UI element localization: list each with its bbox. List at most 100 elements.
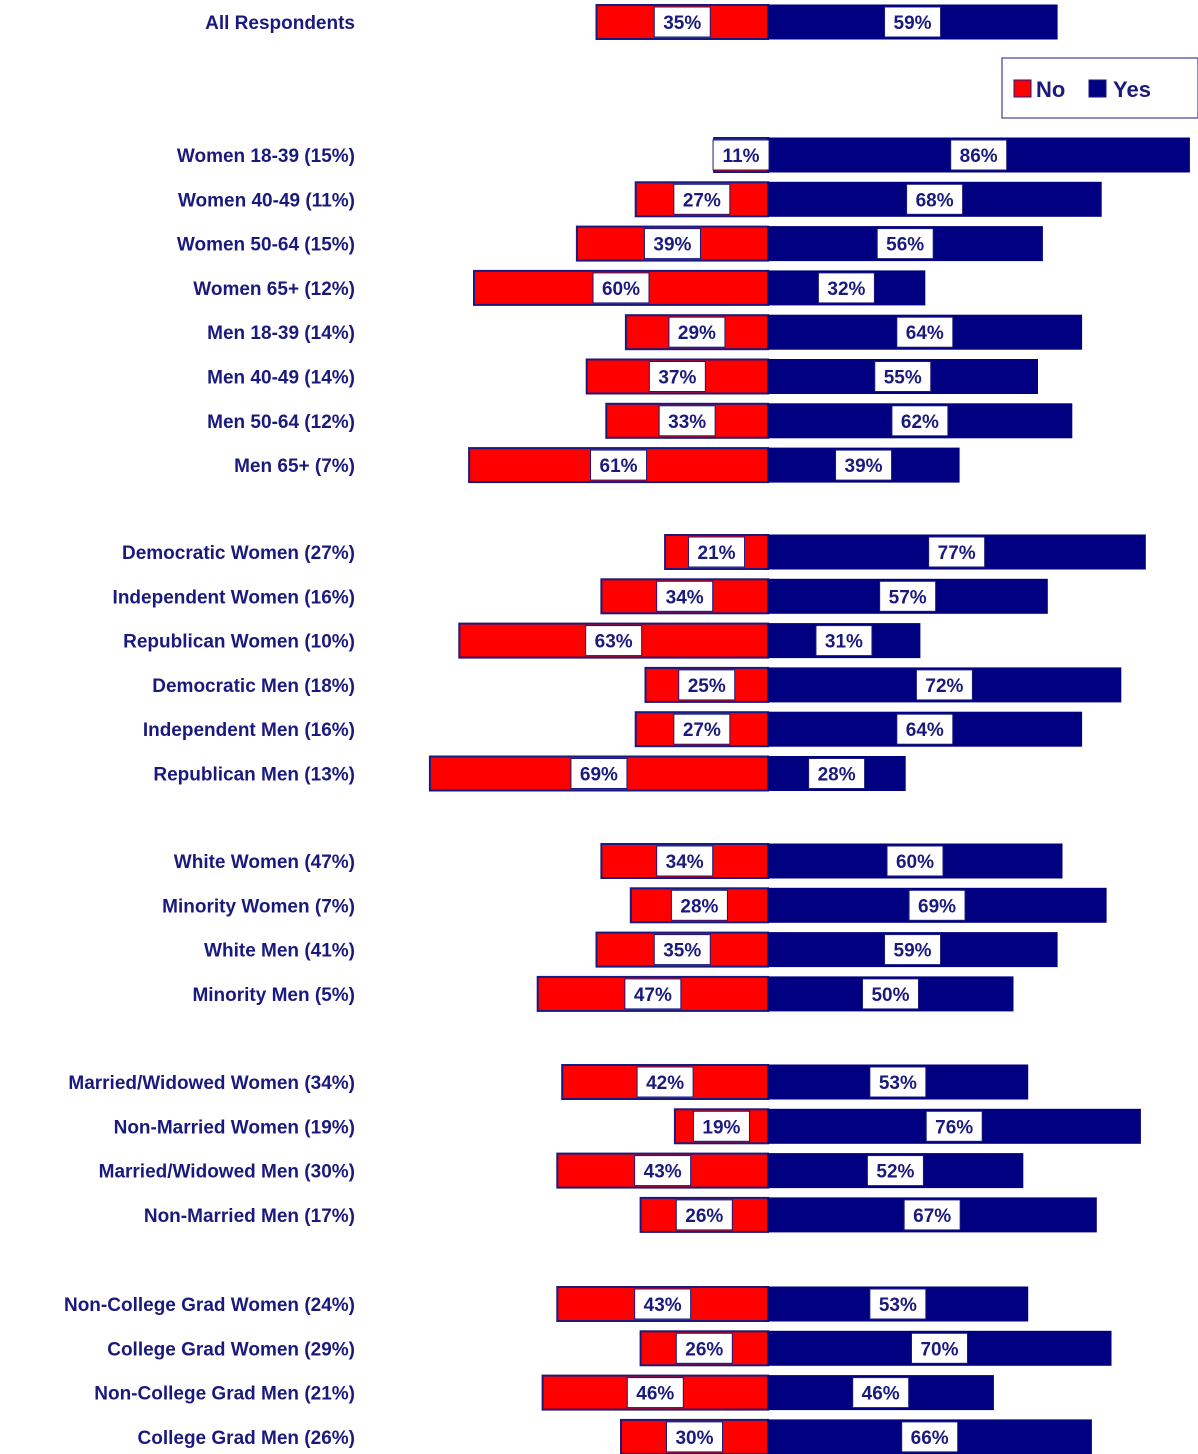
category-label: Democratic Men (18%) — [152, 676, 355, 697]
no-value-label-box: 27% — [673, 183, 731, 215]
no-value-label-box: 60% — [592, 272, 650, 304]
yes-value-label-bg — [950, 139, 1008, 171]
no-value-label: 43% — [644, 1295, 682, 1316]
no-value-label: 33% — [668, 412, 706, 433]
yes-value-label-box: 66% — [901, 1421, 959, 1453]
category-label: College Grad Men (26%) — [138, 1428, 356, 1449]
no-value-label: 63% — [595, 632, 633, 653]
yes-value-label-box: 28% — [808, 758, 866, 789]
yes-value-label-box: 69% — [908, 889, 966, 921]
yes-value-label-box: 60% — [886, 845, 944, 877]
bar-row: Women 50-64 (15%) 39% 56% — [177, 225, 1043, 262]
yes-value-label-box: 62% — [891, 405, 949, 437]
yes-value-label-bg — [884, 6, 942, 38]
no-value-label-bg — [673, 183, 731, 215]
yes-value-label-bg — [874, 361, 932, 392]
category-label: Non-Married Women (19%) — [114, 1117, 355, 1138]
yes-value-label-box: 55% — [874, 361, 932, 392]
no-value-label-box: 35% — [653, 934, 711, 966]
no-value-label-box: 34% — [656, 845, 714, 877]
category-label: Non-Married Men (17%) — [144, 1206, 355, 1227]
bar-row: Non-Married Women (19%) 19% 76% — [114, 1108, 1141, 1145]
bars-layer: All Respondents 35% 59% Women 18-39 (15%) 11… — [64, 4, 1190, 1454]
bar-row: College Grad Men (26%) 30% 66% — [138, 1418, 1092, 1454]
legend-label-no: No — [1036, 77, 1065, 102]
no-value-label-bg — [585, 625, 643, 657]
no-value-label-bg — [643, 228, 701, 260]
yes-value-label-box: 52% — [866, 1155, 924, 1187]
no-value-label: 26% — [685, 1339, 723, 1360]
bar-row: Minority Men (5%) 47% 50% — [192, 975, 1014, 1012]
yes-value-label-box: 64% — [896, 316, 954, 348]
legend-swatch-no — [1013, 79, 1032, 98]
yes-value-label: 56% — [886, 235, 924, 256]
yes-value-label-box: 57% — [879, 580, 937, 612]
no-value-label-box: 26% — [675, 1332, 733, 1364]
category-label: Non-College Grad Men (21%) — [94, 1384, 355, 1405]
bar-row: Minority Women (7%) 28% 69% — [162, 887, 1107, 924]
yes-value-label: 68% — [916, 190, 954, 211]
yes-value-label-bg — [906, 183, 964, 215]
bar-row: Republican Men (13%) 69% 28% — [153, 755, 906, 792]
no-value-label: 30% — [675, 1428, 713, 1449]
no-value-label-bg — [634, 1155, 692, 1187]
category-label: Men 50-64 (12%) — [207, 412, 355, 433]
no-value-label: 35% — [663, 13, 701, 34]
category-label: Independent Women (16%) — [113, 587, 355, 608]
no-value-label-box: 34% — [656, 580, 714, 612]
yes-value-label-bg — [869, 1066, 927, 1098]
yes-value-label-box: 77% — [928, 536, 986, 568]
yes-value-label-box: 39% — [835, 449, 893, 481]
bar-row: College Grad Women (29%) 26% 70% — [107, 1330, 1112, 1367]
category-label: White Men (41%) — [204, 941, 355, 962]
bar-row: Independent Men (16%) 27% 64% — [143, 711, 1083, 748]
no-value-label-bg — [673, 713, 731, 745]
yes-value-label: 57% — [889, 587, 927, 608]
category-label: Independent Men (16%) — [143, 720, 355, 741]
yes-value-label-box: 53% — [869, 1288, 927, 1320]
legend-label-yes: Yes — [1113, 77, 1151, 102]
bar-row: Men 50-64 (12%) 33% 62% — [207, 402, 1073, 439]
no-value-label: 69% — [580, 765, 618, 786]
no-value-label-box: 39% — [643, 228, 701, 260]
no-value-label-box: 33% — [658, 405, 716, 437]
no-value-label-box: 46% — [626, 1377, 684, 1409]
no-value-label-box: 43% — [634, 1288, 692, 1320]
no-value-label-box: 11% — [712, 139, 770, 171]
category-label: Married/Widowed Women (34%) — [68, 1073, 355, 1094]
no-value-label-box: 27% — [673, 713, 731, 745]
yes-value-label-box: 67% — [903, 1199, 961, 1231]
category-label: Minority Men (5%) — [192, 985, 355, 1006]
yes-value-label-bg — [879, 580, 937, 612]
yes-value-label: 28% — [818, 765, 856, 786]
no-value-label-bg — [634, 1288, 692, 1320]
yes-value-label: 64% — [906, 720, 944, 741]
no-value-label-box: 30% — [666, 1421, 723, 1453]
no-value-label: 27% — [683, 720, 721, 741]
no-value-label-bg — [658, 405, 716, 437]
yes-value-label: 50% — [871, 985, 909, 1006]
no-value-label: 28% — [680, 896, 718, 917]
no-value-label-box: 19% — [692, 1110, 750, 1142]
no-value-label-box: 29% — [668, 316, 726, 348]
yes-value-label: 67% — [913, 1206, 951, 1227]
yes-value-label-bg — [896, 713, 954, 745]
yes-value-label: 62% — [901, 412, 939, 433]
yes-value-label: 59% — [894, 941, 932, 962]
yes-value-label-bg — [896, 316, 954, 348]
category-label: Non-College Grad Women (24%) — [64, 1295, 355, 1316]
no-value-label-box: 28% — [670, 889, 728, 921]
bar-row: Women 18-39 (15%) 11% 86% — [177, 137, 1190, 173]
yes-value-label-box: 50% — [862, 978, 919, 1010]
bar-row: All Respondents 35% 59% — [205, 4, 1058, 40]
category-label: Minority Women (7%) — [162, 896, 355, 917]
yes-value-label: 77% — [938, 543, 976, 564]
no-value-label-box: 69% — [570, 758, 628, 789]
yes-value-label: 52% — [876, 1162, 914, 1183]
no-value-label: 37% — [658, 368, 696, 389]
no-value-label-box: 43% — [634, 1155, 692, 1187]
yes-value-label: 76% — [935, 1117, 973, 1138]
no-value-label-bg — [636, 1066, 694, 1098]
